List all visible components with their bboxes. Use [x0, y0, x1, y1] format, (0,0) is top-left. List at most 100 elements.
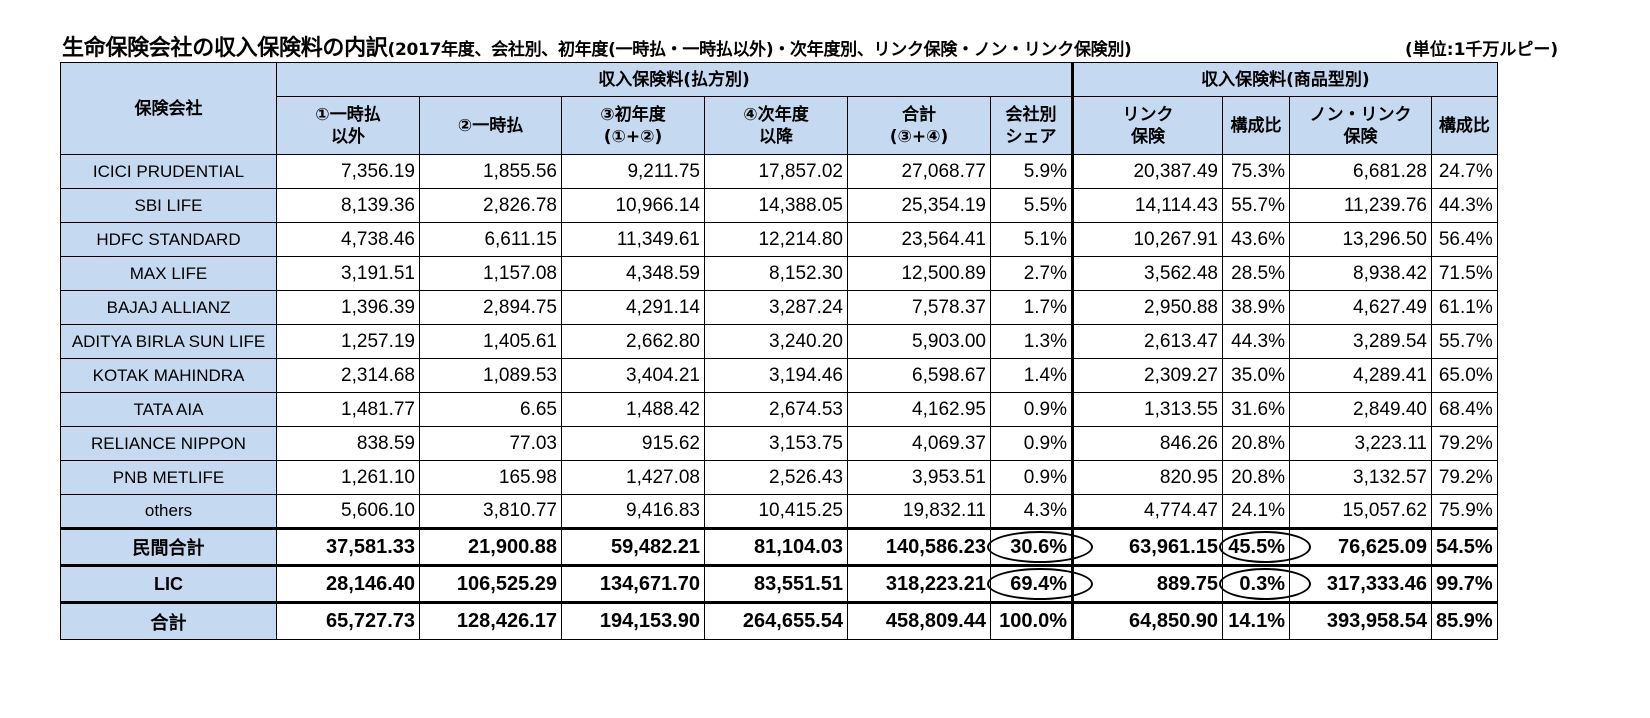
cell-nonlinked-ratio: 85.9% [1431, 601, 1498, 640]
cell-nonlinked: 3,132.57 [1289, 460, 1432, 495]
cell-share: 30.6% [987, 527, 1093, 566]
cell-linked-ratio: 44.3% [1222, 324, 1290, 359]
cell-share: 69.4% [987, 564, 1093, 603]
cell-linked: 2,950.88 [1071, 290, 1223, 325]
cell-company: 合計 [60, 601, 277, 640]
cell-nonlinked-ratio: 56.4% [1431, 222, 1498, 257]
cell-nonlinked: 3,289.54 [1289, 324, 1432, 359]
header-group-payment: 収入保険料(払方別) [276, 62, 1073, 97]
cell-renewal: 8,152.30 [704, 256, 848, 291]
header-share: 会社別 シェア [990, 96, 1073, 155]
cell-non-single: 838.59 [276, 426, 420, 461]
cell-company: KOTAK MAHINDRA [60, 358, 277, 393]
title-main: 生命保険会社の収入保険料の内訳 [62, 36, 388, 61]
table-row: HDFC STANDARD 4,738.46 6,611.15 11,349.61 12… [60, 222, 1498, 257]
cell-nonlinked: 393,958.54 [1289, 601, 1432, 640]
title-sub: (2017年度、会社別、初年度(一時払・一時払以外)・次年度別、リンク保険・ノン… [387, 40, 1132, 60]
cell-single: 3,810.77 [419, 494, 562, 529]
header-first-year-l1: ③初年度 [600, 104, 666, 125]
cell-company: HDFC STANDARD [60, 222, 277, 257]
cell-share: 0.9% [990, 426, 1073, 461]
cell-non-single: 65,727.73 [276, 601, 420, 640]
cell-renewal: 3,153.75 [704, 426, 848, 461]
cell-linked-ratio: 43.6% [1222, 222, 1290, 257]
cell-share: 100.0% [990, 601, 1073, 640]
cell-company: ICICI PRUDENTIAL [60, 154, 277, 189]
cell-linked: 64,850.90 [1071, 601, 1223, 640]
cell-linked-ratio: 20.8% [1222, 460, 1290, 495]
cell-nonlinked-ratio: 65.0% [1431, 358, 1498, 393]
cell-nonlinked: 3,223.11 [1289, 426, 1432, 461]
cell-nonlinked: 15,057.62 [1289, 494, 1432, 529]
cell-company: MAX LIFE [60, 256, 277, 291]
cell-renewal: 2,526.43 [704, 460, 848, 495]
cell-nonlinked: 4,289.41 [1289, 358, 1432, 393]
header-total: 合計 (③+④) [847, 96, 991, 155]
cell-first-year: 9,416.83 [561, 494, 705, 529]
cell-linked: 4,774.47 [1071, 494, 1223, 529]
cell-non-single: 7,356.19 [276, 154, 420, 189]
header-non-single-l1: ①一時払 [315, 104, 381, 125]
cell-linked-ratio: 0.3% [1219, 564, 1311, 603]
cell-total: 4,069.37 [847, 426, 991, 461]
header-renewal: ④次年度 以降 [704, 96, 848, 155]
cell-total: 6,598.67 [847, 358, 991, 393]
cell-nonlinked-ratio: 24.7% [1431, 154, 1498, 189]
cell-first-year: 134,671.70 [561, 564, 705, 603]
cell-total: 458,809.44 [847, 601, 991, 640]
cell-company: RELIANCE NIPPON [60, 426, 277, 461]
cell-nonlinked: 317,333.46 [1289, 564, 1432, 603]
cell-linked-ratio: 20.8% [1222, 426, 1290, 461]
cell-single: 165.98 [419, 460, 562, 495]
cell-linked-ratio: 28.5% [1222, 256, 1290, 291]
cell-non-single: 28,146.40 [276, 564, 420, 603]
cell-linked-ratio: 38.9% [1222, 290, 1290, 325]
cell-nonlinked: 11,239.76 [1289, 188, 1432, 223]
cell-first-year: 9,211.75 [561, 154, 705, 189]
cell-first-year: 59,482.21 [561, 527, 705, 566]
header-nonlinked: ノン・リンク 保険 [1289, 96, 1432, 155]
header-linked-l2: 保険 [1131, 126, 1165, 147]
cell-total: 318,223.21 [847, 564, 991, 603]
cell-nonlinked-ratio: 61.1% [1431, 290, 1498, 325]
header-nonlinked-l2: 保険 [1343, 126, 1378, 147]
cell-first-year: 2,662.80 [561, 324, 705, 359]
header-renewal-l1: ④次年度 [743, 104, 809, 125]
cell-nonlinked: 8,938.42 [1289, 256, 1432, 291]
cell-renewal: 17,857.02 [704, 154, 848, 189]
cell-total: 25,354.19 [847, 188, 991, 223]
cell-single: 21,900.88 [419, 527, 562, 566]
premium-table: 保険会社 収入保険料(払方別) 収入保険料(商品型別) ①一時払 以外 ②一時払 … [60, 62, 1498, 640]
cell-total: 7,578.37 [847, 290, 991, 325]
cell-linked-ratio: 35.0% [1222, 358, 1290, 393]
cell-linked: 820.95 [1071, 460, 1223, 495]
cell-company: 民間合計 [60, 527, 277, 566]
cell-linked-ratio: 75.3% [1222, 154, 1290, 189]
cell-share: 1.7% [990, 290, 1073, 325]
cell-nonlinked: 76,625.09 [1289, 527, 1432, 566]
cell-nonlinked-ratio: 79.2% [1431, 460, 1498, 495]
cell-first-year: 915.62 [561, 426, 705, 461]
cell-total: 27,068.77 [847, 154, 991, 189]
table-row: TATA AIA 1,481.77 6.65 1,488.42 2,674.53 4,16… [60, 392, 1498, 427]
cell-single: 1,855.56 [419, 154, 562, 189]
table-row: KOTAK MAHINDRA 2,314.68 1,089.53 3,404.21 3,… [60, 358, 1498, 393]
cell-nonlinked-ratio: 71.5% [1431, 256, 1498, 291]
cell-share: 0.9% [990, 392, 1073, 427]
cell-renewal: 83,551.51 [704, 564, 848, 603]
cell-single: 2,826.78 [419, 188, 562, 223]
cell-linked-ratio: 14.1% [1222, 601, 1290, 640]
unit-label: (単位:1千万ルピー) [1405, 40, 1559, 60]
cell-linked-ratio: 31.6% [1222, 392, 1290, 427]
cell-first-year: 11,349.61 [561, 222, 705, 257]
cell-single: 6.65 [419, 392, 562, 427]
cell-first-year: 3,404.21 [561, 358, 705, 393]
cell-nonlinked-ratio: 44.3% [1431, 188, 1498, 223]
cell-renewal: 264,655.54 [704, 601, 848, 640]
total-row: LIC 28,146.40 106,525.29 134,671.70 83,551.5… [60, 564, 1498, 603]
cell-first-year: 1,427.08 [561, 460, 705, 495]
cell-non-single: 5,606.10 [276, 494, 420, 529]
cell-company: ADITYA BIRLA SUN LIFE [60, 324, 277, 359]
cell-renewal: 81,104.03 [704, 527, 848, 566]
cell-non-single: 2,314.68 [276, 358, 420, 393]
